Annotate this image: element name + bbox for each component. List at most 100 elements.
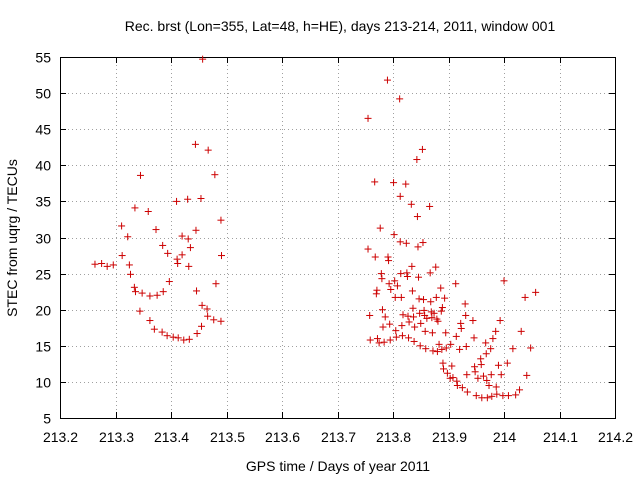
data-point	[440, 365, 448, 373]
data-point	[426, 269, 434, 277]
data-point	[477, 361, 485, 369]
data-point	[494, 361, 502, 369]
data-point	[415, 273, 423, 281]
data-point	[396, 238, 404, 246]
x-axis-label: GPS time / Days of year 2011	[246, 458, 430, 474]
data-point	[210, 316, 218, 324]
data-point	[163, 332, 171, 340]
data-point	[427, 298, 435, 306]
data-point	[420, 306, 428, 314]
data-point	[496, 317, 504, 325]
data-point	[186, 244, 194, 252]
data-point	[416, 309, 424, 317]
y-tick-label: 35	[35, 194, 51, 210]
data-point	[180, 336, 188, 344]
data-point	[159, 288, 167, 296]
data-point	[197, 195, 205, 203]
data-point	[392, 327, 400, 335]
data-point	[396, 95, 404, 103]
data-point	[532, 288, 540, 296]
data-point	[126, 270, 134, 278]
data-point	[393, 282, 401, 290]
y-tick-label: 10	[35, 375, 51, 391]
data-point	[463, 371, 471, 379]
data-point	[397, 293, 405, 301]
data-point	[503, 359, 511, 367]
data-point	[430, 309, 438, 317]
data-point	[447, 340, 455, 348]
data-point	[419, 239, 427, 247]
data-point	[136, 307, 144, 315]
data-point	[379, 323, 387, 331]
data-point	[442, 329, 450, 337]
data-point	[392, 333, 400, 341]
data-point	[527, 344, 535, 352]
data-point	[146, 292, 154, 300]
data-point	[509, 345, 517, 353]
data-point	[204, 312, 212, 320]
data-point	[372, 290, 380, 298]
data-point	[487, 371, 495, 379]
data-point	[199, 55, 207, 63]
data-point	[457, 324, 465, 332]
data-point	[377, 270, 385, 278]
data-point	[383, 76, 391, 84]
data-point	[165, 278, 173, 286]
data-point	[174, 334, 182, 342]
data-point	[426, 202, 434, 210]
data-point	[386, 336, 394, 344]
data-point	[479, 372, 487, 380]
data-point	[138, 289, 146, 297]
data-point	[211, 171, 219, 179]
data-point	[413, 156, 421, 164]
data-point	[398, 332, 406, 340]
data-point	[469, 317, 477, 325]
data-point	[483, 394, 491, 402]
data-point	[185, 262, 193, 270]
data-point	[435, 340, 443, 348]
data-point	[98, 259, 106, 267]
x-tick-label: 213.8	[376, 429, 411, 445]
data-point	[404, 312, 412, 320]
chart-title: Rec. brst (Lon=355, Lat=48, h=HE), days …	[125, 18, 556, 34]
data-point	[131, 288, 139, 296]
data-point	[408, 262, 416, 270]
x-tick-label: 214.1	[543, 429, 578, 445]
data-point	[390, 231, 398, 239]
data-point	[443, 369, 451, 377]
data-point	[366, 336, 374, 344]
data-point	[371, 253, 379, 261]
data-point	[489, 335, 497, 343]
data-point	[477, 355, 485, 363]
x-tick-label: 213.9	[432, 429, 467, 445]
data-point	[184, 195, 192, 203]
data-point	[411, 323, 419, 331]
data-point	[402, 180, 410, 188]
data-point	[409, 304, 417, 312]
data-point	[373, 335, 381, 343]
data-point	[413, 213, 421, 221]
data-point	[193, 330, 201, 338]
data-point	[449, 374, 457, 382]
data-point	[482, 339, 490, 347]
data-point	[378, 275, 386, 283]
data-point	[492, 327, 500, 335]
data-point	[432, 263, 440, 271]
data-point	[385, 280, 393, 288]
y-tick-label: 45	[35, 122, 51, 138]
data-point	[118, 252, 126, 260]
data-point	[523, 371, 531, 379]
data-point	[153, 291, 161, 299]
data-point	[380, 338, 388, 346]
data-point	[387, 285, 395, 293]
data-point	[399, 311, 407, 319]
data-point	[173, 255, 181, 263]
data-point	[375, 339, 383, 347]
data-point	[203, 305, 211, 313]
data-point	[448, 362, 456, 370]
data-point	[432, 293, 440, 301]
data-point	[410, 313, 418, 321]
y-tick-label: 40	[35, 158, 51, 174]
y-tick-label: 55	[35, 50, 51, 66]
data-point	[423, 314, 431, 322]
